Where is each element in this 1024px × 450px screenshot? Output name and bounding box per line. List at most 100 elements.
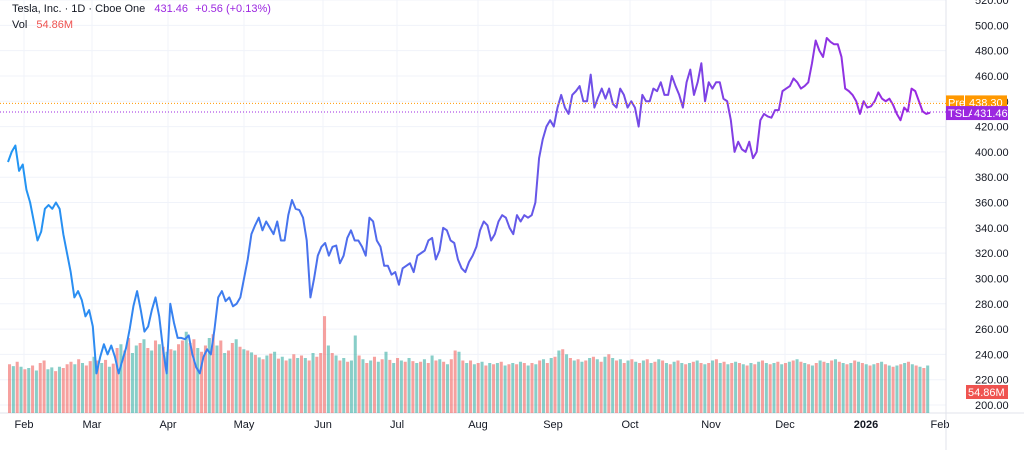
price-point — [328, 255, 329, 256]
price-point — [428, 240, 429, 241]
price-point — [358, 240, 359, 241]
volume-bar — [276, 358, 280, 413]
price-point — [7, 161, 8, 162]
price-point — [336, 245, 337, 246]
price-point — [487, 225, 488, 226]
volume-bar — [757, 361, 761, 413]
volume-bar — [526, 365, 530, 413]
price-point — [162, 347, 163, 348]
volume-bar — [357, 355, 361, 413]
volume-bar — [184, 331, 188, 413]
price-point — [402, 268, 403, 269]
price-point — [789, 85, 790, 86]
volume-bar — [153, 340, 158, 413]
price-point — [907, 111, 908, 112]
volume-bar — [84, 365, 88, 413]
price-point — [214, 328, 215, 329]
price-point — [302, 217, 303, 218]
volume-bar — [127, 338, 131, 413]
price-point — [502, 215, 503, 216]
price-point — [896, 113, 897, 114]
volume-bar — [388, 359, 392, 414]
volume-bar — [914, 365, 918, 413]
volume-bar — [499, 361, 503, 413]
price-point — [262, 230, 263, 231]
volume-bar — [676, 360, 680, 413]
volume-bar — [591, 356, 595, 413]
volume-bar — [180, 340, 184, 413]
volume-bar — [11, 366, 15, 414]
volume-bar — [565, 354, 569, 413]
price-point — [203, 356, 204, 357]
price-point — [369, 217, 370, 218]
volume-bar — [246, 350, 250, 413]
price-point — [638, 126, 639, 127]
price-change: +0.56 (+0.13%) — [195, 3, 271, 15]
price-point — [881, 98, 882, 99]
price-point — [904, 107, 905, 108]
volume-bar — [703, 364, 707, 413]
price-point — [575, 91, 576, 92]
price-point — [476, 246, 477, 247]
volume-bar — [837, 361, 841, 413]
price-point — [103, 344, 104, 345]
volume-bar — [518, 361, 522, 413]
y-tick-label: 340.00 — [975, 223, 1009, 235]
volume-bar — [311, 353, 315, 413]
price-point — [114, 356, 115, 357]
price-point — [483, 221, 484, 222]
volume-bar — [718, 363, 722, 413]
price-point — [616, 107, 617, 108]
pre-value-tag — [965, 95, 1007, 110]
price-point — [723, 98, 724, 99]
volume-bar — [27, 368, 31, 413]
price-point — [229, 297, 230, 298]
volume-bar — [77, 359, 81, 413]
price-point — [432, 237, 433, 238]
y-tick-label: 200.00 — [975, 400, 1009, 412]
volume-bar — [219, 340, 223, 413]
volume-bar — [926, 365, 930, 413]
volume-bar — [826, 363, 830, 413]
price-point — [535, 202, 536, 203]
price-point — [151, 309, 152, 310]
volume-bar — [638, 363, 642, 413]
volume-bar — [177, 344, 181, 413]
volume-bar — [104, 359, 108, 414]
volume-bar — [830, 360, 834, 413]
volume-bar — [150, 350, 154, 413]
volume-bar — [772, 363, 776, 413]
price-point — [129, 328, 130, 329]
x-tick-label: Apr — [159, 419, 176, 431]
volume-bar — [173, 350, 177, 413]
volume-bar — [115, 348, 119, 413]
price-point — [420, 253, 421, 254]
price-point — [819, 50, 820, 51]
price-point — [752, 158, 753, 159]
ticker-value-tag — [972, 106, 1008, 121]
volume-bar — [292, 354, 296, 413]
pre-label-tag — [946, 95, 964, 110]
price-point — [586, 101, 587, 102]
y-tick-label: 220.00 — [975, 375, 1009, 387]
x-tick-label: Dec — [775, 419, 795, 431]
volume-bar — [814, 363, 818, 413]
volume-bar — [730, 363, 734, 413]
price-point — [597, 97, 598, 98]
price-point — [409, 263, 410, 264]
price-point — [350, 230, 351, 231]
volume-bar — [8, 364, 12, 413]
price-point — [439, 250, 440, 251]
x-tick-label: Mar — [83, 419, 102, 431]
volume-bar — [887, 365, 891, 413]
volume-bar — [799, 361, 803, 413]
volume-bar — [442, 361, 446, 413]
price-point — [867, 107, 868, 108]
price-point — [295, 208, 296, 209]
price-point — [553, 126, 554, 127]
price-point — [417, 255, 418, 256]
volume-bar — [365, 363, 369, 413]
volume-bar — [392, 363, 396, 413]
volume-bar — [434, 360, 438, 413]
